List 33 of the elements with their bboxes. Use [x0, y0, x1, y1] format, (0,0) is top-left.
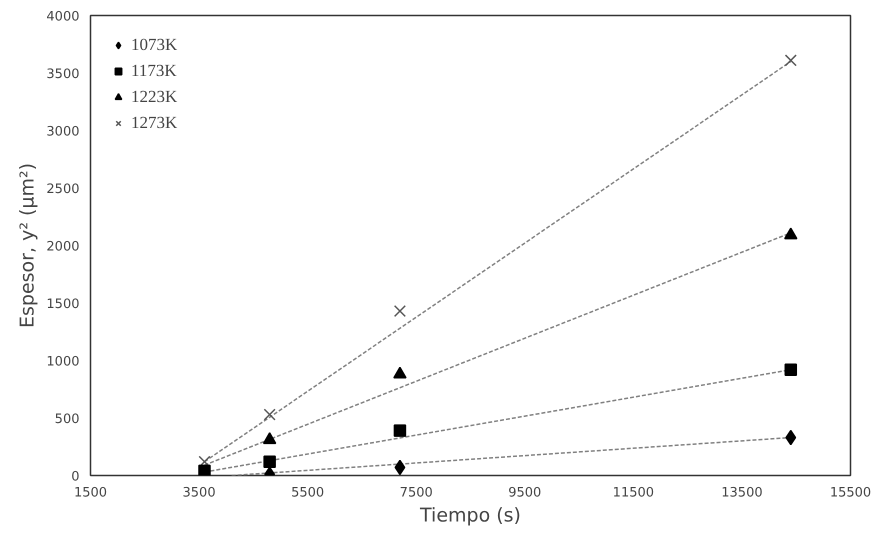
point — [785, 430, 796, 446]
x-tick-label: 11500 — [612, 486, 654, 500]
x-tick-label: 15500 — [830, 486, 872, 500]
x-tick-label: 3500 — [182, 486, 216, 500]
point — [394, 424, 406, 437]
x-tick-label: 13500 — [721, 486, 763, 500]
point — [394, 304, 406, 318]
y-tick-label: 500 — [54, 412, 80, 427]
point — [198, 464, 211, 476]
point — [263, 455, 276, 468]
point — [393, 366, 407, 379]
x-tick-label: 9500 — [508, 486, 542, 500]
legend-label: 1073K — [131, 35, 178, 55]
point — [264, 408, 276, 421]
legend-label: 1273K — [131, 113, 178, 133]
point — [784, 363, 798, 376]
legend-label: 1173K — [131, 61, 177, 81]
legend-label: 1223K — [131, 87, 178, 107]
point — [262, 432, 276, 444]
x-tick-label: 7500 — [400, 486, 433, 500]
y-tick-label: 0 — [71, 470, 80, 484]
y-tick-label: 3000 — [46, 124, 80, 140]
y-tick-label: 4000 — [46, 10, 80, 24]
y-tick-label: 3500 — [46, 67, 80, 82]
y-axis-title: Espesor, y² (μm²) — [16, 162, 38, 328]
x-tick-label: 1500 — [74, 486, 108, 500]
x-axis-title: Tiempo (s) — [419, 504, 521, 526]
y-tick-label: 2500 — [46, 182, 80, 197]
point — [784, 54, 797, 66]
y-tick-label: 2000 — [46, 240, 80, 254]
y-tick-label: 1500 — [46, 297, 80, 312]
x-tick-label: 5500 — [291, 486, 324, 500]
y-tick-label: 1000 — [46, 354, 80, 370]
